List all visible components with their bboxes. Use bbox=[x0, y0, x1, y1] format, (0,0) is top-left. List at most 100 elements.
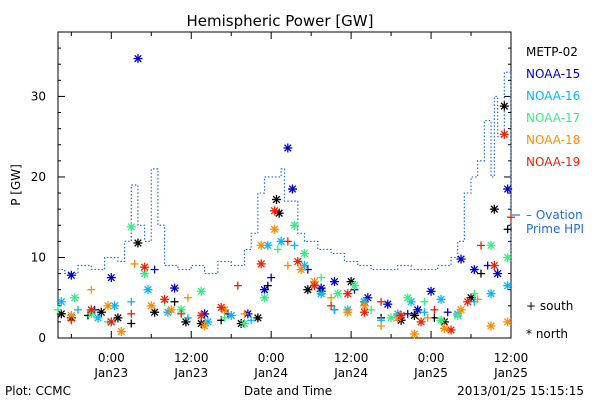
marker-stroke bbox=[270, 225, 279, 234]
marker-stroke bbox=[134, 239, 142, 247]
data-point-south bbox=[220, 313, 229, 322]
marker-stroke bbox=[260, 293, 269, 302]
data-point-north bbox=[456, 254, 466, 264]
marker-stroke bbox=[150, 308, 159, 316]
data-point-south bbox=[150, 265, 159, 274]
data-point-north bbox=[289, 220, 299, 230]
legend-ovation-line1: – Ovation bbox=[526, 208, 583, 222]
y-axis-label: P [GW] bbox=[9, 164, 23, 206]
data-point-north bbox=[256, 259, 266, 269]
marker-stroke bbox=[437, 316, 445, 325]
marker-stroke bbox=[254, 314, 262, 322]
data-point-south bbox=[267, 273, 276, 282]
data-point-north bbox=[200, 321, 210, 331]
data-point-north bbox=[436, 315, 446, 325]
data-point-south bbox=[127, 319, 136, 328]
data-point-north bbox=[489, 261, 499, 271]
series-noaa-19 bbox=[67, 129, 515, 335]
x-tick-date-label: Jan24 bbox=[333, 366, 368, 380]
ovation-hpi-line bbox=[58, 71, 512, 275]
data-point-south bbox=[223, 309, 232, 318]
data-point-south bbox=[183, 313, 192, 322]
marker-stroke bbox=[270, 207, 279, 215]
data-point-north bbox=[503, 281, 513, 291]
data-point-south bbox=[507, 213, 515, 222]
data-point-south bbox=[87, 285, 96, 294]
marker-stroke bbox=[334, 289, 342, 298]
data-point-south bbox=[330, 305, 339, 314]
data-point-north bbox=[359, 301, 369, 311]
data-point-north bbox=[413, 305, 423, 315]
marker-stroke bbox=[503, 281, 512, 290]
data-point-north bbox=[170, 283, 180, 293]
data-point-north bbox=[126, 222, 136, 232]
data-point-south bbox=[477, 241, 486, 250]
data-point-north bbox=[196, 286, 206, 296]
data-point-north bbox=[133, 54, 143, 64]
marker-stroke bbox=[284, 144, 292, 152]
y-tick-label: 10 bbox=[31, 250, 46, 264]
data-point-south bbox=[403, 309, 412, 318]
x-tick-time-label: 12:00 bbox=[494, 351, 529, 365]
marker-stroke bbox=[440, 324, 449, 333]
marker-stroke bbox=[397, 311, 405, 320]
marker-stroke bbox=[487, 241, 495, 250]
marker-stroke bbox=[453, 311, 462, 320]
data-point-north bbox=[489, 204, 499, 214]
marker-stroke bbox=[70, 293, 79, 302]
data-point-north bbox=[383, 299, 393, 309]
marker-legend-south: + south bbox=[526, 299, 573, 313]
series-noaa-16 bbox=[56, 236, 513, 327]
data-point-south bbox=[273, 245, 282, 254]
data-point-north bbox=[110, 301, 120, 311]
data-point-north bbox=[303, 285, 313, 295]
data-point-north bbox=[343, 289, 353, 299]
marker-legend-north: * north bbox=[526, 327, 568, 341]
data-point-north bbox=[270, 206, 280, 216]
data-point-south bbox=[377, 297, 386, 306]
x-tick-date-label: Jan25 bbox=[493, 366, 528, 380]
data-point-north bbox=[396, 310, 406, 320]
data-point-south bbox=[367, 305, 376, 314]
series-layer bbox=[54, 54, 515, 339]
marker-stroke bbox=[217, 303, 225, 312]
marker-stroke bbox=[140, 263, 149, 271]
marker-stroke bbox=[500, 102, 509, 110]
plot-frame bbox=[57, 31, 512, 339]
marker-stroke bbox=[87, 306, 96, 314]
marker-stroke bbox=[134, 54, 142, 63]
marker-stroke bbox=[57, 310, 66, 318]
data-point-north bbox=[293, 257, 303, 266]
marker-stroke bbox=[110, 302, 119, 310]
data-point-south bbox=[170, 297, 179, 306]
legend: METP-02 NOAA-15 NOAA-16 NOAA-17 NOAA-18 NOAA-… bbox=[512, 45, 584, 236]
marker-stroke bbox=[350, 281, 359, 290]
data-point-north bbox=[287, 184, 297, 194]
data-point-north bbox=[263, 240, 273, 250]
marker-stroke bbox=[490, 261, 499, 270]
marker-stroke bbox=[344, 308, 352, 316]
marker-stroke bbox=[304, 285, 312, 294]
data-point-north bbox=[66, 270, 76, 280]
data-point-south bbox=[327, 293, 336, 302]
data-point-south bbox=[443, 308, 452, 317]
marker-stroke bbox=[383, 300, 392, 308]
data-point-north bbox=[503, 184, 513, 194]
marker-stroke bbox=[200, 322, 209, 330]
marker-stroke bbox=[487, 289, 495, 298]
marker-stroke bbox=[317, 289, 325, 298]
marker-stroke bbox=[503, 185, 512, 193]
marker-stroke bbox=[297, 265, 305, 274]
data-point-north bbox=[166, 305, 176, 315]
data-point-north bbox=[260, 285, 270, 295]
x-tick-date-label: Jan23 bbox=[93, 366, 128, 380]
marker-stroke bbox=[437, 295, 445, 304]
data-point-south bbox=[423, 313, 432, 322]
data-point-north bbox=[416, 317, 426, 327]
data-point-south bbox=[54, 305, 62, 314]
data-point-north bbox=[299, 248, 309, 258]
data-point-north bbox=[256, 240, 266, 250]
marker-stroke bbox=[387, 314, 395, 322]
marker-stroke bbox=[272, 195, 281, 204]
